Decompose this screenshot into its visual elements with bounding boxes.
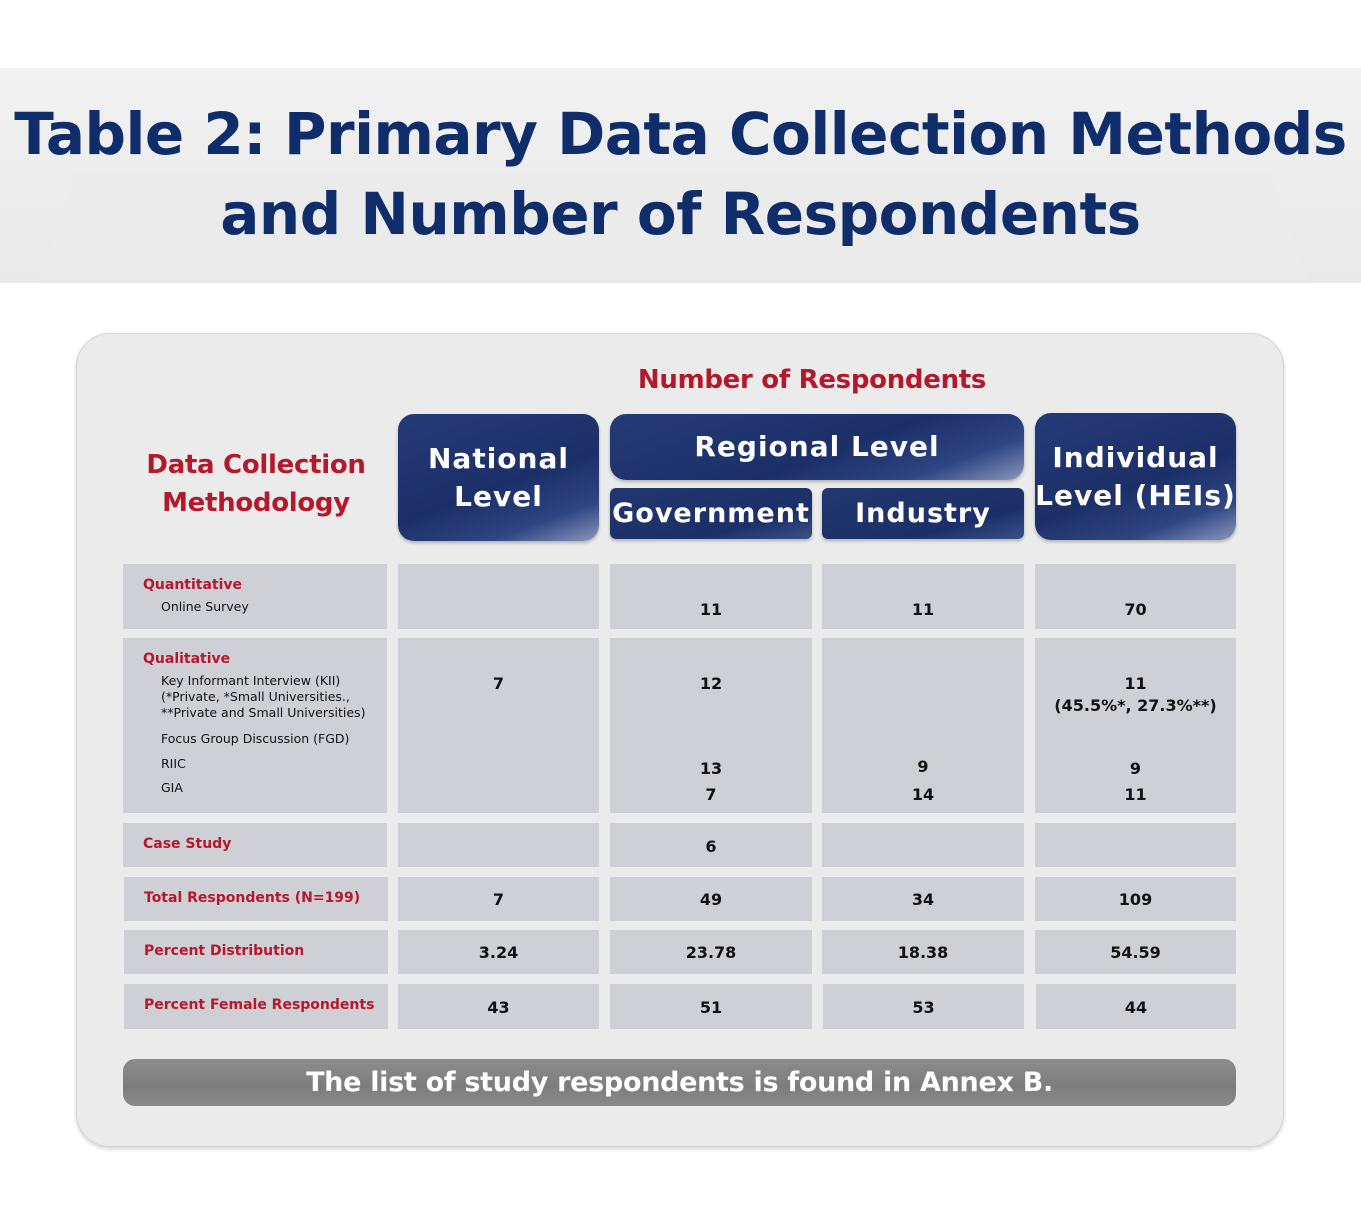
row-label-percent-distribution: Percent Distribution — [124, 930, 388, 974]
value: 34 — [911, 890, 935, 909]
cell-female-government: 51 — [610, 984, 812, 1029]
value: 51 — [699, 998, 723, 1017]
row-label-qualitative: Qualitative Key Informant Interview (KII… — [123, 638, 387, 813]
value-gia: 14 — [911, 785, 935, 804]
value: 11 — [911, 600, 935, 619]
item-kii-line-3: **Private and Small Universities) — [161, 705, 366, 720]
methodology-heading-line-1: Data Collection — [146, 450, 366, 480]
category-percent-female: Percent Female Respondents — [144, 997, 375, 1013]
annex-note-bar: The list of study respondents is found i… — [123, 1059, 1236, 1106]
page-title-line-1: Table 2: Primary Data Collection Methods — [0, 100, 1361, 168]
cell-case-study-industry — [822, 823, 1024, 867]
row-label-percent-female: Percent Female Respondents — [124, 984, 388, 1029]
header-individual-line-2: Level (HEIs) — [1035, 478, 1236, 512]
item-gia: GIA — [161, 780, 183, 795]
value: 43 — [487, 998, 510, 1017]
cell-case-study-individual — [1035, 823, 1236, 867]
value-kii: 7 — [492, 674, 505, 693]
number-of-respondents-heading: Number of Respondents — [637, 365, 987, 395]
value: 49 — [699, 890, 723, 909]
cell-quantitative-industry: 11 — [822, 564, 1024, 629]
value-kii-note: (45.5%*, 27.3%**) — [1054, 696, 1217, 715]
cell-case-study-government: 6 — [610, 823, 812, 867]
value: 3.24 — [478, 943, 519, 962]
row-label-quantitative: Quantitative Online Survey — [123, 564, 387, 629]
cell-total-national: 7 — [398, 877, 599, 921]
cell-percent-national: 3.24 — [398, 930, 599, 974]
value-riic: 9 — [917, 757, 929, 776]
value: 70 — [1124, 600, 1147, 619]
header-individual-line-1: Individual — [1052, 440, 1219, 474]
value-riic: 13 — [699, 759, 723, 778]
cell-quantitative-national — [398, 564, 599, 629]
cell-female-national: 43 — [398, 984, 599, 1029]
value-gia: 7 — [705, 785, 717, 804]
cell-percent-government: 23.78 — [610, 930, 812, 974]
header-national-line-2: Level — [454, 479, 543, 513]
value-gia: 11 — [1124, 785, 1147, 804]
value: 44 — [1124, 998, 1148, 1017]
category-total: Total Respondents (N=199) — [144, 890, 361, 906]
cell-total-industry: 34 — [822, 877, 1024, 921]
cell-qualitative-government: 12 13 7 — [610, 638, 812, 813]
title-text-1: Primary Data Collection Methods — [283, 100, 1347, 168]
value: 54.59 — [1110, 943, 1161, 962]
table-label: Table 2: — [14, 100, 266, 168]
category-qualitative: Qualitative — [143, 651, 231, 667]
category-percent-distribution: Percent Distribution — [144, 943, 305, 959]
title-banner — [0, 68, 1361, 283]
methodology-heading-line-2: Methodology — [162, 488, 350, 518]
cell-total-government: 49 — [610, 877, 812, 921]
cell-percent-individual: 54.59 — [1035, 930, 1236, 974]
header-individual-level: Individual Level (HEIs) — [1035, 413, 1236, 540]
item-fgd: Focus Group Discussion (FGD) — [161, 731, 350, 746]
cell-female-individual: 44 — [1036, 984, 1236, 1029]
cell-female-industry: 53 — [823, 984, 1024, 1029]
value: 6 — [705, 837, 717, 856]
item-riic: RIIC — [161, 756, 186, 771]
value-kii: 12 — [699, 674, 723, 693]
cell-percent-industry: 18.38 — [822, 930, 1024, 974]
methodology-heading: Data Collection Methodology — [124, 446, 388, 522]
category-quantitative: Quantitative — [143, 577, 243, 593]
value-kii: 11 — [1124, 674, 1147, 693]
header-national-level: National Level — [398, 414, 599, 541]
value: 53 — [912, 998, 935, 1017]
value-riic: 9 — [1129, 759, 1142, 778]
value: 18.38 — [897, 943, 949, 962]
value: 109 — [1118, 890, 1153, 909]
cell-quantitative-government: 11 — [610, 564, 812, 629]
cell-quantitative-individual: 70 — [1035, 564, 1236, 629]
header-national-line-1: National — [428, 441, 569, 475]
header-government: Government — [610, 488, 812, 539]
cell-total-individual: 109 — [1035, 877, 1236, 921]
value: 23.78 — [685, 943, 737, 962]
value: 11 — [699, 600, 723, 619]
cell-case-study-national — [398, 823, 599, 867]
cell-qualitative-national: 7 — [398, 638, 599, 813]
row-label-total: Total Respondents (N=199) — [124, 877, 388, 921]
category-case-study: Case Study — [143, 836, 232, 852]
cell-qualitative-industry: 9 14 — [822, 638, 1024, 813]
header-regional-level: Regional Level — [610, 414, 1024, 480]
header-industry: Industry — [822, 488, 1024, 539]
item-online-survey: Online Survey — [161, 599, 249, 614]
item-kii-line-1: Key Informant Interview (KII) — [161, 673, 341, 688]
item-kii-line-2: (*Private, *Small Universities., — [161, 689, 350, 704]
value: 7 — [492, 890, 505, 909]
cell-qualitative-individual: 11 (45.5%*, 27.3%**) 9 11 — [1035, 638, 1236, 813]
row-label-case-study: Case Study — [123, 823, 387, 867]
page-title-line-2: and Number of Respondents — [220, 180, 1141, 248]
